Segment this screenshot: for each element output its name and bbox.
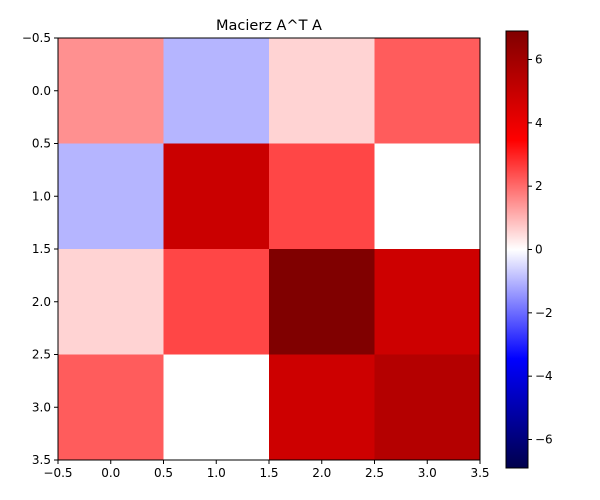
colorbar-tick-label: −6 xyxy=(535,433,553,447)
heatmap-cell-r0-c2 xyxy=(269,38,375,144)
heatmap-cell-r1-c1 xyxy=(163,143,270,250)
y-tick-label: 0.0 xyxy=(32,84,51,98)
y-tick-label: −0.5 xyxy=(22,31,51,45)
x-tick-label: 2.5 xyxy=(365,466,384,480)
x-tick-label: 0.5 xyxy=(154,466,173,480)
heatmap-cell-r1-c0 xyxy=(58,143,164,250)
y-tick-label: 1.5 xyxy=(32,242,51,256)
x-tick-label: 0.0 xyxy=(101,466,120,480)
colorbar-tick-label: −2 xyxy=(535,306,553,320)
x-tick-label: 3.5 xyxy=(470,466,489,480)
x-tick-label: −0.5 xyxy=(43,466,72,480)
y-tick-label: 3.5 xyxy=(32,453,51,467)
colorbar-tick-label: −4 xyxy=(535,369,553,383)
heatmap-cell-r0-c0 xyxy=(58,38,164,144)
heatmap-cell-r2-c3 xyxy=(374,249,481,355)
heatmap-cell-r3-c3 xyxy=(374,354,481,461)
x-tick-label: 1.0 xyxy=(207,466,226,480)
y-axis: −0.5 0.0 0.5 1.0 1.5 2.0 2.5 3.0 3.5 xyxy=(22,31,58,467)
heatmap-cell-r2-c0 xyxy=(58,249,164,355)
heatmap-cell-r3-c2 xyxy=(269,354,375,461)
heatmap-cell-r1-c2 xyxy=(269,143,375,250)
x-tick-label: 2.0 xyxy=(312,466,331,480)
colorbar-tick-label: 2 xyxy=(535,179,543,193)
y-tick-label: 2.5 xyxy=(32,348,51,362)
x-axis: −0.5 0.0 0.5 1.0 1.5 2.0 2.5 3.0 3.5 xyxy=(43,460,490,480)
heatmap-cells xyxy=(58,38,481,461)
heatmap-cell-r2-c1 xyxy=(163,249,270,355)
heatmap-cell-r0-c3 xyxy=(374,38,481,144)
colorbar-tick-label: 0 xyxy=(535,243,543,257)
heatmap-cell-r2-c2 xyxy=(269,249,375,355)
y-tick-label: 1.0 xyxy=(32,189,51,203)
heatmap-cell-r3-c1 xyxy=(163,354,270,461)
colorbar-axis: −6 −4 −2 0 2 4 6 xyxy=(528,53,553,447)
y-tick-label: 3.0 xyxy=(32,400,51,414)
x-tick-label: 3.0 xyxy=(418,466,437,480)
y-tick-label: 0.5 xyxy=(32,137,51,151)
heatmap-cell-r3-c0 xyxy=(58,354,164,461)
y-tick-label: 2.0 xyxy=(32,295,51,309)
heatmap-cell-r1-c3 xyxy=(374,143,481,250)
colorbar-tick-label: 4 xyxy=(535,116,543,130)
x-tick-label: 1.5 xyxy=(259,466,278,480)
chart-title: Macierz A^T A xyxy=(216,18,322,34)
heatmap-cell-r0-c1 xyxy=(163,38,270,144)
colorbar-tick-label: 6 xyxy=(535,53,543,67)
colorbar xyxy=(505,30,529,469)
